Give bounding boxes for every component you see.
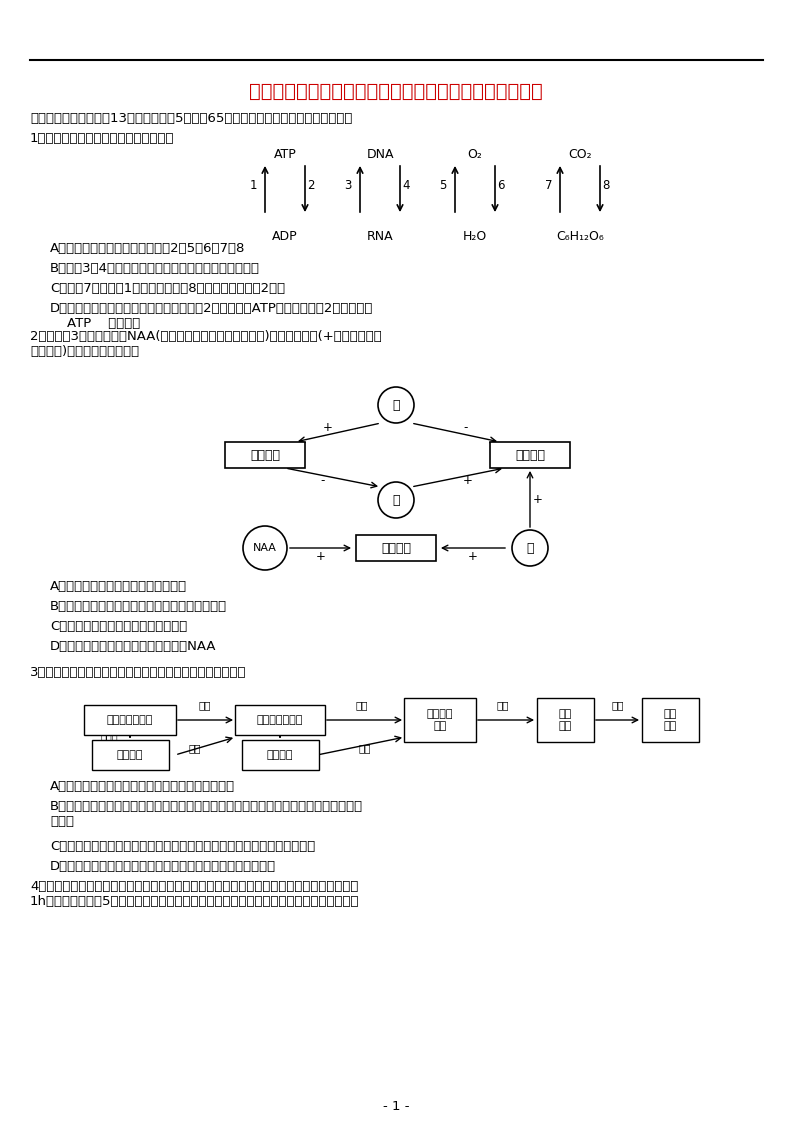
Text: A．能够在生物膜上完成的过程是2、5、6、7、8: A．能够在生物膜上完成的过程是2、5、6、7、8 [50,242,245,255]
Text: -: - [463,421,468,434]
Text: 突变和基因重组: 突变和基因重组 [107,715,153,725]
Text: ADP: ADP [272,230,298,243]
Text: C．激素乙和细胞分裂素具有协同作用: C．激素乙和细胞分裂素具有协同作用 [50,620,187,633]
Text: 单性结实: 单性结实 [381,542,411,554]
Text: 基因库的
差别: 基因库的 差别 [427,709,454,730]
Text: +: + [468,550,478,562]
Text: - 1 -: - 1 - [383,1100,409,1113]
Text: RNA: RNA [366,230,393,243]
Text: 6: 6 [497,178,504,192]
Text: 1: 1 [250,178,257,192]
Text: D．生产中诱导单性结实常用丙而不用NAA: D．生产中诱导单性结实常用丙而不用NAA [50,640,216,653]
FancyBboxPatch shape [91,741,168,770]
Text: B．过程3、4都是以基因为单位进行的，都需要酶的催化: B．过程3、4都是以基因为单位进行的，都需要酶的催化 [50,263,260,275]
Text: 4．为验证生长素和赤霉素对植物生长的影响，某同学将胚芽鞘尖端以下的切段浸入蒸馏水中
1h，然后分别转入5种不同浓度的生长素和赤霉素溶液中，同时以含糖的磷酸盐缓冲: 4．为验证生长素和赤霉素对植物生长的影响，某同学将胚芽鞘尖端以下的切段浸入蒸馏水… [30,880,359,908]
Text: 作用于: 作用于 [101,732,118,742]
Text: 导致: 导致 [189,743,201,753]
Text: 1．关于细胞内以下过程的描述正确的是: 1．关于细胞内以下过程的描述正确的是 [30,132,174,145]
Text: 甲: 甲 [393,398,400,412]
Text: D．地理隔离能使种群基因库产生差别，是物种形成的必要条件: D．地理隔离能使种群基因库产生差别，是物种形成的必要条件 [50,859,276,873]
Text: +: + [463,473,473,487]
FancyBboxPatch shape [235,705,325,735]
Text: 导致: 导致 [496,700,509,710]
FancyBboxPatch shape [490,442,570,468]
FancyBboxPatch shape [642,698,699,742]
FancyBboxPatch shape [242,741,319,770]
Text: 3: 3 [345,178,352,192]
Text: A．激素甲可以促进果实的发育和成熟: A．激素甲可以促进果实的发育和成熟 [50,580,187,594]
FancyBboxPatch shape [356,535,436,561]
Text: CO₂: CO₂ [569,148,592,160]
Text: H₂O: H₂O [463,230,487,243]
Text: 丙: 丙 [527,542,534,554]
Text: 物种
形成: 物种 形成 [664,709,676,730]
Text: 标志: 标志 [611,700,624,710]
Text: O₂: O₂ [468,148,482,160]
Text: 2．下图为3种植物激素及NAA(萘乙酸，一种植物生长调节剂)的作用模式图(+表示促进，一
表示抑制)，下列分析正确的是: 2．下图为3种植物激素及NAA(萘乙酸，一种植物生长调节剂)的作用模式图(+表示… [30,330,381,358]
Text: NAA: NAA [253,543,277,553]
Text: B．同一物种不同种群基因型频率的改变能导致种群基因库差别越来越大，进而向不同方
向进化: B．同一物种不同种群基因型频率的改变能导致种群基因库差别越来越大，进而向不同方 … [50,800,363,828]
Text: 3．下图表示生物新物种形成的基本环节，下列叙述正确的是: 3．下图表示生物新物种形成的基本环节，下列叙述正确的是 [30,666,247,679]
Text: ATP: ATP [274,148,297,160]
Text: 5: 5 [439,178,447,192]
Text: 导致: 导致 [358,743,371,753]
Text: +: + [533,493,543,506]
FancyBboxPatch shape [225,442,305,468]
Text: C．图中7过程需要1过程的参与，而8过程中同时进行了2过程: C．图中7过程需要1过程的参与，而8过程中同时进行了2过程 [50,282,285,295]
Text: 生殖
隔离: 生殖 隔离 [558,709,572,730]
Text: 植物生长: 植物生长 [515,449,545,461]
Text: +: + [316,550,325,562]
Text: 种群的基因频率: 种群的基因频率 [257,715,303,725]
Text: B．用水浸泡种子可降低激素乙的含量，促进萌发: B．用水浸泡种子可降低激素乙的含量，促进萌发 [50,600,227,613]
Text: -: - [321,473,325,487]
Text: 一、选择题（本题包括13小题，每小题5分，共65分。每小题只有一个选项符合题意）: 一、选择题（本题包括13小题，每小题5分，共65分。每小题只有一个选项符合题意） [30,112,352,125]
Text: 2: 2 [307,178,315,192]
Text: 乙: 乙 [393,494,400,506]
Text: 8: 8 [602,178,609,192]
Text: 河南省扶沟县高级中学高三生物下学期仿真模拟考试试题: 河南省扶沟县高级中学高三生物下学期仿真模拟考试试题 [249,82,543,101]
Text: 7: 7 [545,178,552,192]
Text: C．自然选择过程中，直接选择的是基因型，进而导致种群基因频率的改变: C．自然选择过程中，直接选择的是基因型，进而导致种群基因频率的改变 [50,840,316,853]
FancyBboxPatch shape [404,698,476,742]
Text: DNA: DNA [366,148,394,160]
FancyBboxPatch shape [84,705,176,735]
Text: A．种群基因频率的改变是产生生殖隔离的前提条件: A．种群基因频率的改变是产生生殖隔离的前提条件 [50,780,236,793]
Text: 自然选择: 自然选择 [117,749,144,760]
Text: C₆H₁₂O₆: C₆H₁₂O₆ [556,230,604,243]
Text: D．在绿色植物的叶肉细胞内，线粒体通过2过程合成的ATP比叶绿体通过2过程合成的
    ATP    用途单一: D．在绿色植物的叶肉细胞内，线粒体通过2过程合成的ATP比叶绿体通过2过程合成的… [50,302,374,330]
Text: 种子休眠: 种子休眠 [250,449,280,461]
FancyBboxPatch shape [537,698,593,742]
Text: 4: 4 [402,178,409,192]
Text: 地理隔离: 地理隔离 [266,749,293,760]
Text: 改变: 改变 [199,700,211,710]
Text: 积累: 积累 [356,700,368,710]
Text: +: + [323,421,333,434]
